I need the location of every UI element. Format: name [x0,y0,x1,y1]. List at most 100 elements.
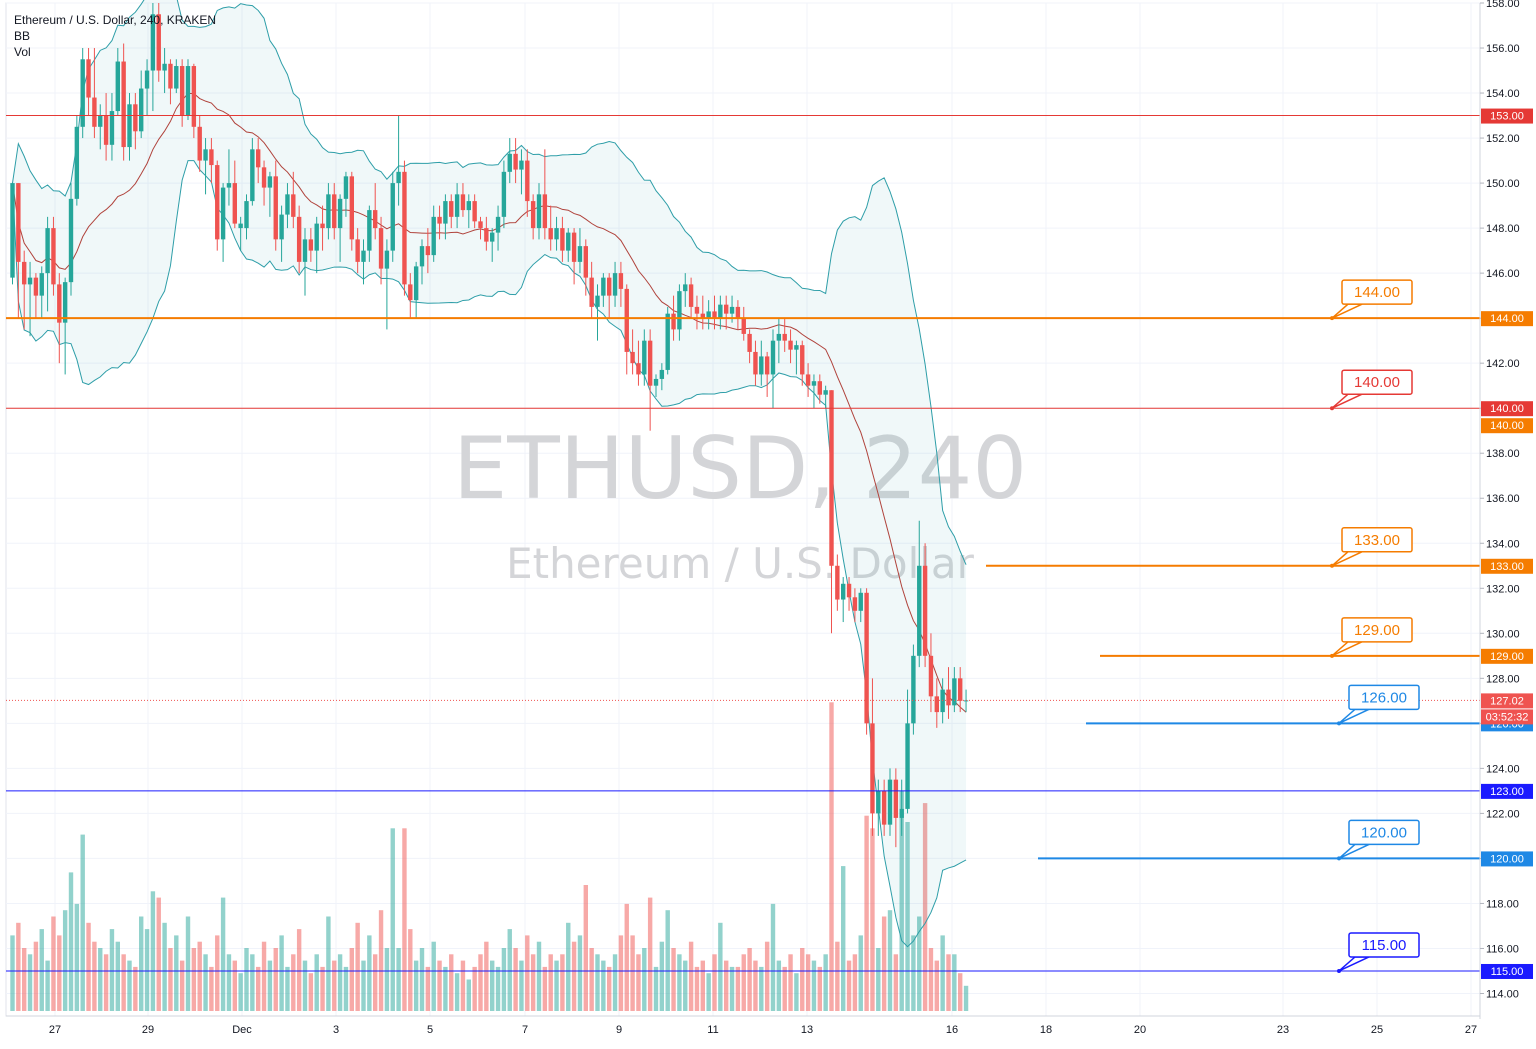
candle-body [642,340,647,375]
candle-body [22,261,27,285]
volume-bar [413,960,419,1011]
volume-bar [425,966,431,1011]
candle-body [618,273,624,289]
level-callout[interactable]: 133.00 [1330,527,1413,568]
candle-body [811,381,817,386]
legend-vol[interactable]: Vol [14,45,31,59]
candle-body [156,14,161,71]
candle-body [905,723,910,809]
volume-bar [174,935,179,1011]
y-tick-label: 148.00 [1486,223,1520,235]
symbol-watermark: ETHUSD, 240 Ethereum / U.S. Dollar [453,419,1027,588]
candle-body [724,304,729,314]
candle-body [162,63,167,71]
level-axis-label-text: 153.00 [1490,111,1524,123]
volume-bar [548,954,553,1011]
volume-bar [320,966,325,1011]
level-axis-label [1481,851,1533,867]
volume-bar [823,954,828,1011]
candle-body [320,223,325,229]
volume-bar [782,966,787,1011]
level-callout[interactable]: 144.00 [1330,279,1413,321]
level-callout[interactable]: 115.00 [1337,932,1420,973]
volume-bar [454,973,460,1011]
volume-bar [560,954,565,1011]
volume-bar [150,891,156,1011]
candle-body [92,97,97,127]
candle-body [612,273,618,296]
volume-bar [683,960,688,1011]
callout-label: 140.00 [1354,374,1400,391]
volume-bar [788,954,793,1011]
candle-body [946,689,951,706]
volume-bar [74,903,80,1011]
volume-bar [261,941,267,1011]
volume-bar [197,941,202,1011]
candle-body [308,239,314,251]
volume-bar [80,834,85,1011]
volume-bar [279,935,284,1011]
volume-bar [829,702,834,1011]
price-time-axes[interactable]: 27 29 Dec 3 5 7 9 11 13 16 18 20 23 25 27 114.00 116.00 1… [6,0,1536,1036]
candle-body [86,59,91,98]
level-axis-label-text: 140.00 [1490,403,1524,415]
level-callout[interactable]: 129.00 [1330,617,1413,658]
x-tick-label: 9 [616,1024,622,1036]
watermark-symbol: ETHUSD, 240 [453,419,1027,519]
volume-bar [302,960,308,1011]
candle-body [577,246,583,262]
legend-bb[interactable]: BB [14,29,31,43]
volume-bar [209,966,214,1011]
callout-anchor [1330,563,1334,568]
candle-body [893,779,899,818]
candle-body [390,183,395,251]
chart-legend: Ethereum / U.S. Dollar, 240, KRAKEN BB V… [14,12,216,60]
volume-bar [256,966,261,1011]
candle-body [51,228,56,285]
candle-body [688,284,694,307]
x-tick-label: 16 [946,1024,958,1036]
candle-body [805,374,811,386]
candle-body [168,63,173,89]
level-callout[interactable]: 126.00 [1337,684,1420,726]
x-tick-label: 23 [1277,1024,1289,1036]
candle-body [384,250,390,269]
candle-body [314,223,319,251]
volume-bar [62,910,68,1011]
volume-bar [694,966,700,1011]
candle-body [835,565,840,600]
y-tick-label: 142.00 [1486,358,1520,370]
volume-bar [244,948,249,1011]
volume-bar [33,941,39,1011]
candle-body [355,239,360,262]
candle-body [349,176,354,240]
volume-bar [612,954,618,1011]
volume-bar [349,948,354,1011]
x-tick-label: 7 [522,1024,528,1036]
candle-body [302,239,308,262]
callout-pointer [1338,708,1370,725]
candle-body [636,363,641,375]
y-tick-label: 124.00 [1486,763,1520,775]
horizontal-levels[interactable]: 144.00 140.00 133.00 129.00 126.00 120.00 115.… [6,115,1480,973]
volume-bar [841,866,846,1011]
candle-body [858,592,863,611]
candle-body [607,277,612,296]
candle-body [823,390,828,395]
legend-symbol[interactable]: Ethereum / U.S. Dollar, 240, KRAKEN [14,13,217,27]
volume-bar [753,960,758,1011]
candle-body [74,126,80,199]
candle-body [870,723,875,814]
candle-body [928,655,934,697]
volume-bar [846,960,852,1011]
level-callout[interactable]: 140.00 [1330,369,1413,411]
level-callout[interactable]: 120.00 [1337,819,1420,861]
bb-basis [12,92,967,713]
countdown-label [1481,709,1533,725]
callout-anchor [1337,856,1341,861]
y-tick-label: 132.00 [1486,583,1520,595]
level-axis-label [1481,783,1533,799]
volume-bar [466,979,471,1011]
candle-body [144,70,150,89]
